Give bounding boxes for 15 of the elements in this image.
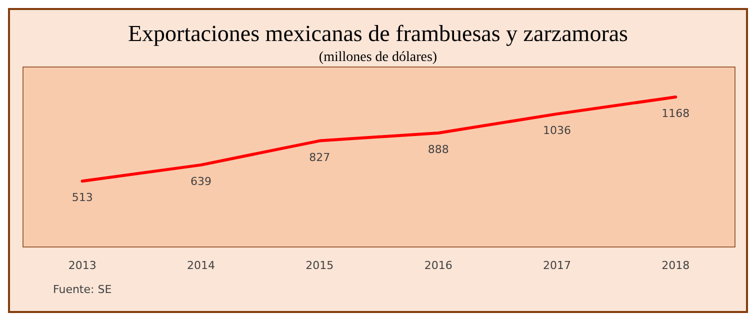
x-tick-label: 2018 [662,259,690,272]
data-label: 1036 [543,124,571,137]
source-note: Fuente: SE [53,283,112,296]
x-tick-label: 2013 [68,259,96,272]
x-tick-label: 2017 [543,259,571,272]
x-tick-label: 2016 [424,259,452,272]
x-tick-label: 2014 [187,259,215,272]
data-label: 827 [309,150,330,164]
data-label: 513 [72,191,93,204]
x-tick-label: 2015 [306,259,334,272]
chart-subtitle: (millones de dólares) [318,50,438,65]
data-label: 888 [428,142,449,156]
data-label: 1168 [662,107,690,120]
data-label: 639 [190,174,212,188]
chart-title: Exportaciones mexicanas de frambuesas y zarzamoras [128,21,628,46]
